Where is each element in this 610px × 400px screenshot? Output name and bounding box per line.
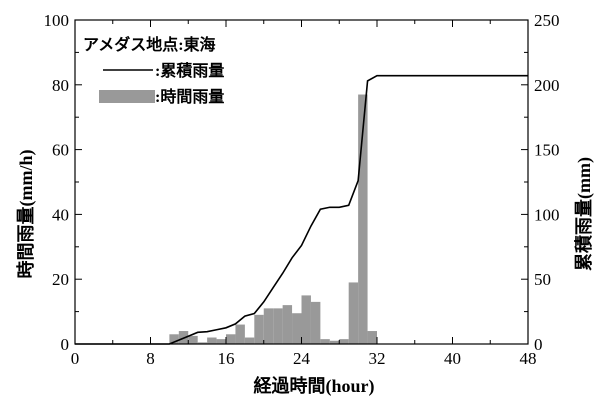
y-right-tick-label: 150 [534,141,560,160]
y-axis-title-left: 時間雨量(mm/h) [15,150,37,279]
x-tick-label: 16 [218,349,235,368]
y-left-tick-label: 20 [52,270,69,289]
y-right-tick-label: 0 [534,335,543,354]
rainfall-bar [226,334,236,344]
rainfall-bar [310,301,321,344]
y-left-tick-label: 40 [52,205,69,224]
y-left-tick-label: 100 [44,11,70,30]
y-axis-title-right: 累積雨量(mm) [573,157,595,271]
y-right-tick-label: 200 [534,76,560,95]
legend-bar-label: :時間雨量 [155,87,224,106]
y-left-tick-label: 60 [52,141,69,160]
rainfall-bar [367,331,377,344]
rainfall-bar [282,305,293,344]
rainfall-bar [263,308,274,344]
y-right-tick-label: 100 [534,205,560,224]
legend-bar-swatch [99,90,155,103]
legend-line-label: :累積雨量 [155,61,224,80]
legend: アメダス地点:東海 :累積雨量 :時間雨量 [83,35,224,106]
rainfall-bar [273,308,283,344]
rainfall-bar [358,94,368,345]
rainfall-bar [320,339,330,344]
x-tick-label: 0 [71,349,80,368]
rainfall-bar [254,314,264,344]
rainfall-bar [235,324,245,344]
rainfall-bar [216,339,226,344]
rainfall-bar [292,313,302,344]
y-right-tick-label: 50 [534,270,551,289]
y-right-tick-label: 250 [534,11,560,30]
rainfall-bar [188,335,198,344]
y-left-tick-label: 80 [52,76,69,95]
x-tick-label: 24 [293,349,311,368]
x-axis-title: 経過時間(hour) [254,375,375,397]
rainfall-bar [348,282,359,344]
x-tick-label: 40 [444,349,461,368]
x-tick-label: 48 [520,349,537,368]
rainfall-bar [244,337,255,344]
cumulative-line [75,74,528,345]
legend-title: アメダス地点:東海 [83,35,216,54]
plot-area [75,74,528,345]
x-tick-label: 32 [369,349,386,368]
rainfall-bar [169,334,179,344]
rainfall-bar [207,337,217,344]
rainfall-bar [329,340,340,344]
y-left-tick-label: 0 [61,335,70,354]
rainfall-bar [339,339,349,344]
rainfall-bar [301,295,311,344]
rainfall-bar [197,342,208,344]
x-tick-label: 8 [146,349,155,368]
